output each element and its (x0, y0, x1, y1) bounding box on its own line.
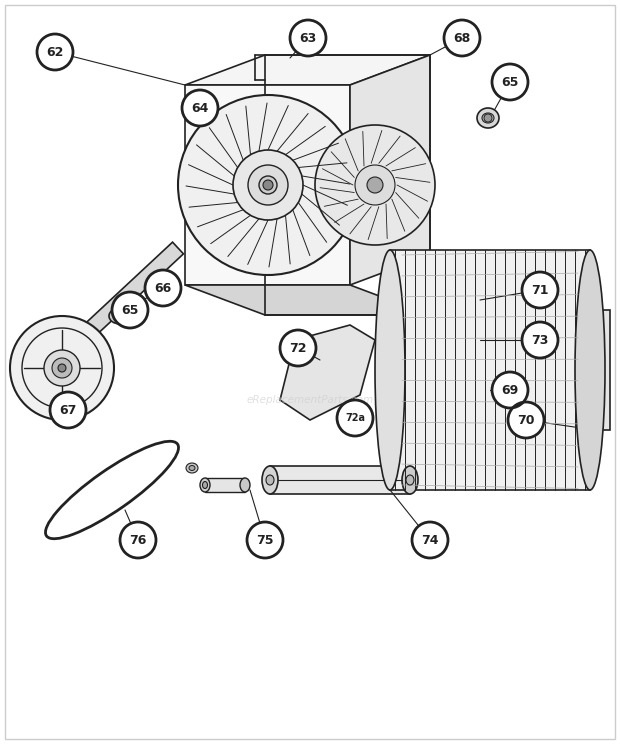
Polygon shape (595, 310, 610, 430)
Circle shape (367, 177, 383, 193)
Ellipse shape (109, 308, 131, 324)
Ellipse shape (248, 165, 288, 205)
Ellipse shape (259, 176, 277, 194)
Ellipse shape (189, 466, 195, 470)
Circle shape (44, 350, 80, 386)
Circle shape (290, 20, 326, 56)
Circle shape (484, 114, 492, 122)
Text: 64: 64 (192, 101, 209, 115)
Polygon shape (185, 55, 430, 85)
Text: 74: 74 (421, 533, 439, 547)
Text: eReplacementParts.com: eReplacementParts.com (246, 395, 374, 405)
Circle shape (492, 64, 528, 100)
Circle shape (247, 522, 283, 558)
Text: 70: 70 (517, 414, 534, 426)
Circle shape (145, 270, 181, 306)
Polygon shape (430, 290, 475, 385)
Circle shape (355, 165, 395, 205)
Text: 68: 68 (453, 31, 471, 45)
Text: 62: 62 (46, 45, 64, 59)
Circle shape (444, 20, 480, 56)
Polygon shape (350, 55, 430, 285)
Ellipse shape (477, 108, 499, 128)
Text: 67: 67 (60, 403, 77, 417)
Ellipse shape (482, 113, 494, 123)
Ellipse shape (266, 475, 274, 485)
Ellipse shape (406, 475, 414, 485)
Polygon shape (390, 250, 590, 490)
Text: 72a: 72a (345, 413, 365, 423)
Circle shape (280, 330, 316, 366)
Ellipse shape (402, 466, 418, 494)
Ellipse shape (200, 478, 210, 492)
Ellipse shape (575, 250, 605, 490)
Text: 73: 73 (531, 333, 549, 347)
Polygon shape (270, 466, 410, 494)
Ellipse shape (114, 312, 126, 320)
Text: 71: 71 (531, 283, 549, 297)
Ellipse shape (186, 463, 198, 473)
Circle shape (263, 180, 273, 190)
Circle shape (182, 90, 218, 126)
Ellipse shape (203, 481, 208, 489)
Text: 66: 66 (154, 281, 172, 295)
Circle shape (37, 34, 73, 70)
Circle shape (52, 358, 72, 378)
Polygon shape (185, 285, 430, 315)
Circle shape (112, 292, 148, 328)
Circle shape (412, 522, 448, 558)
Circle shape (120, 522, 156, 558)
Text: 65: 65 (502, 75, 519, 89)
Circle shape (492, 372, 528, 408)
Text: 65: 65 (122, 304, 139, 316)
Ellipse shape (375, 250, 405, 490)
Ellipse shape (315, 125, 435, 245)
Text: 72: 72 (290, 341, 307, 354)
Ellipse shape (262, 466, 278, 494)
Polygon shape (185, 85, 350, 285)
Circle shape (522, 322, 558, 358)
Ellipse shape (178, 95, 358, 275)
Polygon shape (280, 325, 375, 420)
Text: 75: 75 (256, 533, 274, 547)
Text: 76: 76 (130, 533, 147, 547)
Polygon shape (430, 255, 475, 325)
Circle shape (508, 402, 544, 438)
Circle shape (58, 364, 66, 372)
Circle shape (50, 392, 86, 428)
Text: 63: 63 (299, 31, 317, 45)
Polygon shape (205, 478, 245, 492)
Circle shape (337, 400, 373, 436)
Ellipse shape (10, 316, 114, 420)
Text: 69: 69 (502, 383, 518, 397)
Ellipse shape (233, 150, 303, 220)
Polygon shape (84, 242, 184, 336)
Circle shape (522, 272, 558, 308)
Ellipse shape (240, 478, 250, 492)
